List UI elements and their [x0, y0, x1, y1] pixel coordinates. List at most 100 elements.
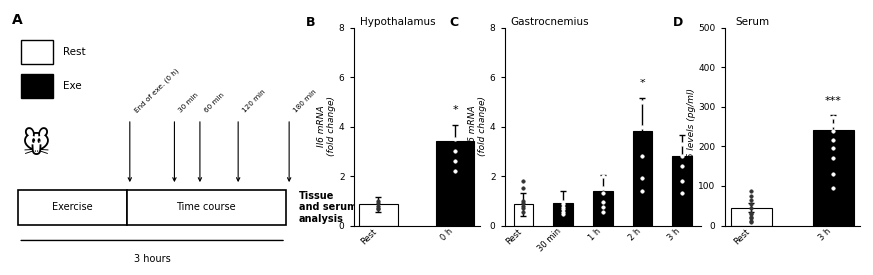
- Point: [448, 159, 462, 163]
- Point: [675, 67, 689, 72]
- Bar: [593, 191, 613, 226]
- Point: [745, 194, 759, 198]
- Text: Exe: Exe: [63, 81, 81, 91]
- Point: [826, 138, 840, 142]
- Point: [556, 202, 570, 207]
- Point: [675, 179, 689, 183]
- Bar: [513, 205, 533, 225]
- Text: Serum: Serum: [735, 17, 769, 27]
- Point: [636, 124, 650, 129]
- Point: [595, 129, 609, 134]
- Text: 120 min: 120 min: [241, 89, 266, 114]
- Text: Gastrocnemius: Gastrocnemius: [511, 17, 589, 27]
- Point: [372, 205, 386, 210]
- Point: [826, 172, 840, 176]
- Bar: [127, 190, 286, 225]
- Y-axis label: Il6 mRNA
(fold change): Il6 mRNA (fold change): [317, 97, 336, 156]
- Point: [556, 210, 570, 214]
- Point: [636, 189, 650, 193]
- Bar: [731, 208, 772, 226]
- Point: [595, 200, 609, 204]
- Text: Tissue
and serum
analysis: Tissue and serum analysis: [299, 191, 357, 224]
- Y-axis label: Il6 mRNA
(fold change): Il6 mRNA (fold change): [468, 97, 487, 156]
- Point: [826, 186, 840, 190]
- Point: [636, 100, 650, 104]
- Text: *: *: [640, 78, 645, 88]
- Point: [675, 142, 689, 146]
- Point: [517, 206, 531, 210]
- Point: [745, 220, 759, 224]
- Bar: [672, 156, 692, 226]
- Point: [636, 176, 650, 181]
- Bar: [22, 40, 53, 64]
- Text: 60 min: 60 min: [203, 92, 225, 114]
- Point: [826, 156, 840, 160]
- Point: [745, 211, 759, 215]
- Bar: [553, 203, 573, 225]
- Point: [745, 216, 759, 221]
- Point: [826, 106, 840, 111]
- Point: [556, 212, 570, 217]
- Point: [556, 205, 570, 209]
- Text: End of exe. (0 h): End of exe. (0 h): [133, 67, 180, 114]
- Point: [595, 174, 609, 178]
- Bar: [18, 190, 127, 225]
- Bar: [360, 205, 398, 225]
- Point: [826, 146, 840, 150]
- Point: [675, 164, 689, 168]
- Point: [636, 67, 650, 72]
- Text: 🐭: 🐭: [22, 131, 51, 159]
- Point: [517, 201, 531, 205]
- Point: [595, 186, 609, 191]
- Point: [448, 169, 462, 173]
- Point: [517, 204, 531, 208]
- Text: 30 min: 30 min: [177, 92, 200, 114]
- Text: Hypothalamus: Hypothalamus: [360, 17, 436, 27]
- Point: [826, 53, 840, 57]
- Point: [675, 191, 689, 196]
- Point: [745, 197, 759, 202]
- Y-axis label: IL6 levels (pg/ml): IL6 levels (pg/ml): [686, 87, 696, 166]
- Point: [372, 204, 386, 208]
- Text: 3 hours: 3 hours: [134, 254, 170, 264]
- Point: [745, 212, 759, 217]
- Point: [517, 179, 531, 183]
- Point: [595, 205, 609, 209]
- Text: Exercise: Exercise: [52, 202, 93, 213]
- Bar: [813, 130, 854, 226]
- Point: [556, 207, 570, 212]
- Point: [745, 202, 759, 206]
- Bar: [436, 141, 474, 225]
- Point: [826, 122, 840, 127]
- Point: [745, 214, 759, 219]
- Point: [372, 201, 386, 205]
- Point: [517, 199, 531, 203]
- Point: [448, 149, 462, 153]
- Point: [745, 219, 759, 223]
- Text: B: B: [306, 16, 315, 29]
- Point: [745, 188, 759, 193]
- Bar: [633, 131, 652, 226]
- Text: Time course: Time course: [176, 202, 236, 213]
- Point: [517, 210, 531, 214]
- Text: ***: ***: [825, 95, 842, 106]
- Point: [595, 210, 609, 214]
- Point: [675, 154, 689, 158]
- Point: [826, 129, 840, 133]
- Text: Rest: Rest: [63, 47, 86, 57]
- Point: [636, 75, 650, 79]
- Point: [595, 191, 609, 196]
- Point: [556, 200, 570, 204]
- Text: D: D: [673, 16, 684, 29]
- Point: [826, 114, 840, 119]
- Text: *: *: [452, 105, 458, 116]
- Point: [556, 161, 570, 166]
- Point: [372, 207, 386, 212]
- Text: C: C: [450, 16, 458, 29]
- Text: 180 min: 180 min: [292, 89, 318, 114]
- Point: [517, 186, 531, 191]
- Point: [448, 137, 462, 141]
- Point: [448, 67, 462, 72]
- Point: [636, 154, 650, 158]
- Point: [675, 129, 689, 134]
